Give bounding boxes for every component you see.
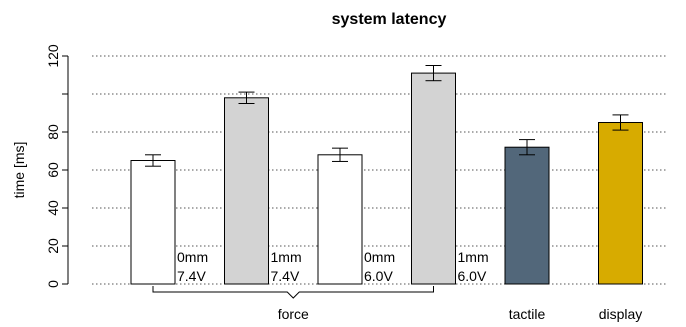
bar [504,146,550,285]
group-labels: force tactile display [152,286,643,322]
bar [317,154,363,285]
y-tick-label: 40 [45,200,61,216]
y-tick-label: 60 [45,162,61,178]
y-axis-title: time [ms] [11,142,27,199]
bar-condition-label: 1mm [458,249,489,265]
bar-condition-label: 7.4V [271,268,300,284]
bar-labels: 0mm 7.4V 1mm 7.4V 0mm 6.0V 1mm 6.0V [177,249,489,284]
chart-title: system latency [332,11,447,28]
y-tick-label: 80 [45,124,61,140]
bar [598,122,643,285]
bar-condition-label: 0mm [177,249,208,265]
group-label: tactile [509,306,546,322]
bar [130,160,176,285]
bars [130,65,643,285]
y-axis: 0 20 40 60 80 120 [45,44,69,288]
bar-condition-label: 1mm [271,249,302,265]
bar [411,72,456,285]
bar-condition-label: 0mm [364,249,395,265]
group-label: display [599,306,643,322]
bar [224,97,269,285]
group-bracket [152,286,434,299]
y-tick-label: 0 [45,280,61,288]
bar-condition-label: 6.0V [458,268,487,284]
bar-condition-label: 6.0V [364,268,393,284]
bar-condition-label: 7.4V [177,268,206,284]
group-label: force [278,306,309,322]
y-tick-label: 20 [45,238,61,254]
y-tick-label: 120 [45,44,61,68]
